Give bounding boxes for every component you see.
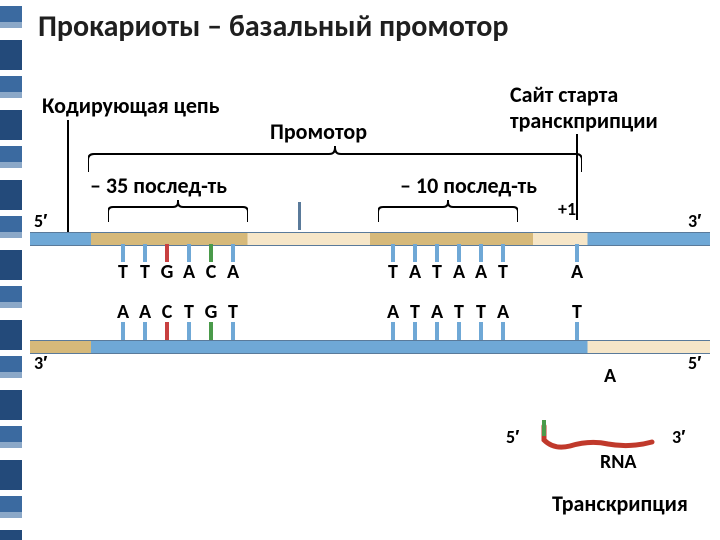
base-pair: CG: [200, 244, 222, 340]
transcription-label: Транскрипция: [552, 490, 688, 517]
three-prime-top-right: 3′: [688, 210, 701, 232]
base-pair: AT: [404, 244, 426, 340]
base-pair: AT: [222, 244, 244, 340]
base-pair: TA: [382, 244, 404, 340]
five-prime-bot-right: 5′: [688, 352, 701, 374]
base-pair: GC: [156, 244, 178, 340]
three-prime-bot-left: 3′: [34, 352, 47, 374]
base-pair: AT: [448, 244, 470, 340]
minus35-bracket: [108, 200, 248, 222]
base-pair: TA: [112, 244, 134, 340]
base-pair: TA: [426, 244, 448, 340]
rna-strand: [532, 418, 662, 454]
coding-strand-pointer: [66, 120, 70, 232]
base-pair: TA: [492, 244, 514, 340]
tss-pointer: [575, 134, 579, 220]
base-pair: AT: [178, 244, 200, 340]
coding-strand-label: Кодирующая цепь: [42, 92, 220, 119]
minus35-sequence: TATAGCATCGAT: [112, 244, 244, 340]
rna-five-prime: 5′: [506, 426, 519, 448]
minus35-label: – 35 послед-ть: [90, 172, 227, 199]
slide-title: Прокариоты – базальный промотор: [38, 8, 509, 45]
base-pair: AT: [470, 244, 492, 340]
tss-sequence: AT: [566, 244, 588, 340]
a-below-strand: A: [604, 364, 616, 388]
decorative-left-stripe: [0, 0, 22, 540]
minus10-bracket: [378, 200, 518, 222]
promoter-label: Промотор: [270, 118, 367, 145]
tss-base-pair: AT: [566, 244, 588, 340]
rna-three-prime: 3′: [672, 426, 685, 448]
minus10-label: – 10 послед-ть: [400, 172, 537, 199]
base-pair: TA: [134, 244, 156, 340]
center-tick: [298, 202, 301, 230]
rna-label: RNA: [600, 450, 637, 474]
plus1-label: +1: [558, 198, 576, 220]
promoter-bracket: [88, 146, 582, 172]
five-prime-top-left: 5′: [34, 210, 47, 232]
dna-strand-bottom: [30, 340, 710, 354]
tss-label: Сайт старта транскприпции: [510, 82, 658, 134]
minus10-sequence: TAATTAATATTA: [382, 244, 514, 340]
